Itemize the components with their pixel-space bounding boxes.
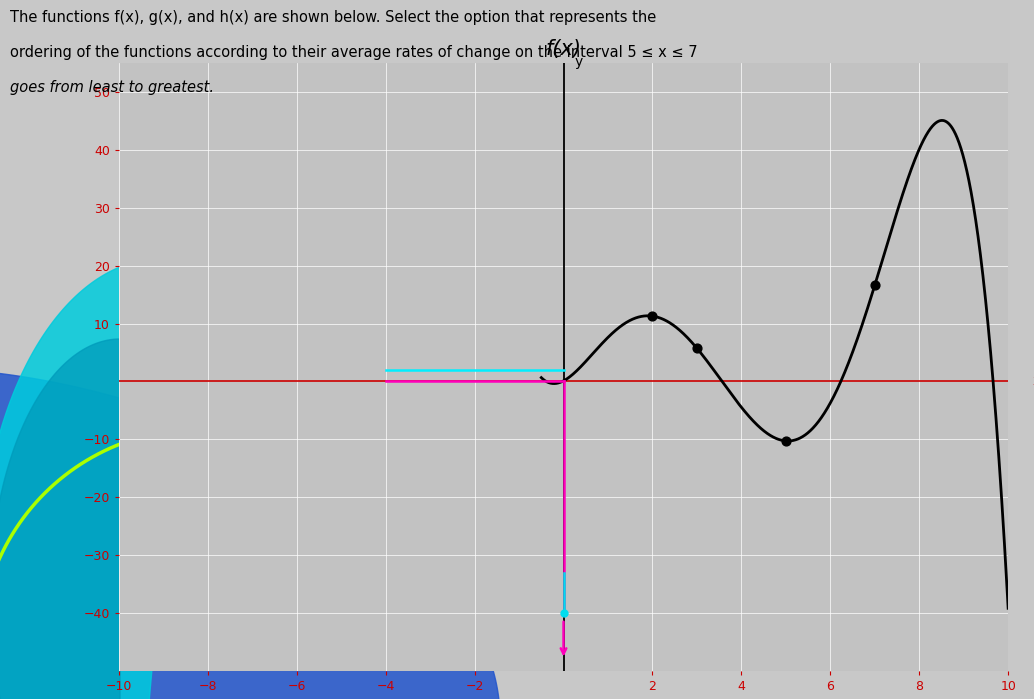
Point	[644, 310, 661, 322]
Title: f(x): f(x)	[546, 38, 581, 59]
Point	[866, 280, 883, 291]
Point	[555, 607, 572, 619]
Polygon shape	[0, 369, 500, 699]
Text: goes from least to greatest.: goes from least to greatest.	[10, 80, 214, 95]
Text: y: y	[575, 55, 583, 69]
Polygon shape	[0, 263, 160, 699]
Text: The functions f(x), g(x), and h(x) are shown below. Select the option that repre: The functions f(x), g(x), and h(x) are s…	[10, 10, 657, 25]
Text: ordering of the functions according to their average rates of change on the inte: ordering of the functions according to t…	[10, 45, 698, 60]
Point	[689, 343, 705, 354]
Polygon shape	[0, 339, 120, 699]
Point	[778, 435, 794, 447]
Text: x: x	[1033, 375, 1034, 389]
